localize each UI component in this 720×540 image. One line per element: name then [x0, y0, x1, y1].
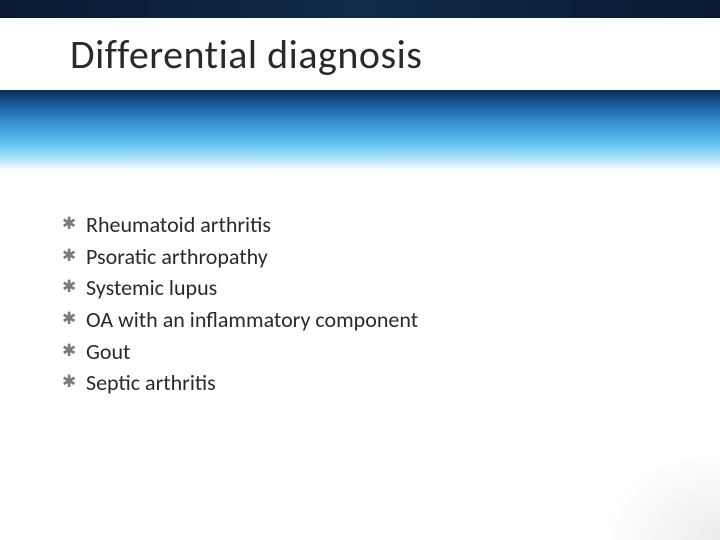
list-item: ✱ OA with an inflammatory component — [60, 305, 660, 335]
band-blue-gradient — [0, 90, 720, 170]
asterisk-icon: ✱ — [60, 368, 86, 394]
list-item: ✱ Systemic lupus — [60, 273, 660, 303]
bullet-label: Gout — [86, 337, 130, 367]
content-area: ✱ Rheumatoid arthritis ✱ Psoratic arthro… — [60, 210, 660, 400]
bullet-label: OA with an inflammatory component — [86, 305, 418, 335]
list-item: ✱ Gout — [60, 337, 660, 367]
band-white-separator — [0, 170, 720, 180]
header-band: Differential diagnosis — [0, 0, 720, 180]
corner-shadow — [600, 450, 720, 540]
asterisk-icon: ✱ — [60, 242, 86, 268]
title-band: Differential diagnosis — [0, 18, 720, 90]
asterisk-icon: ✱ — [60, 210, 86, 236]
band-dark-top — [0, 0, 720, 18]
asterisk-icon: ✱ — [60, 337, 86, 363]
slide-title: Differential diagnosis — [70, 30, 422, 79]
bullet-list: ✱ Rheumatoid arthritis ✱ Psoratic arthro… — [60, 210, 660, 398]
bullet-label: Rheumatoid arthritis — [86, 210, 271, 240]
bullet-label: Systemic lupus — [86, 273, 217, 303]
bullet-label: Septic arthritis — [86, 368, 216, 398]
slide: Differential diagnosis ✱ Rheumatoid arth… — [0, 0, 720, 540]
list-item: ✱ Rheumatoid arthritis — [60, 210, 660, 240]
asterisk-icon: ✱ — [60, 273, 86, 299]
asterisk-icon: ✱ — [60, 305, 86, 331]
bullet-label: Psoratic arthropathy — [86, 242, 268, 272]
list-item: ✱ Septic arthritis — [60, 368, 660, 398]
list-item: ✱ Psoratic arthropathy — [60, 242, 660, 272]
